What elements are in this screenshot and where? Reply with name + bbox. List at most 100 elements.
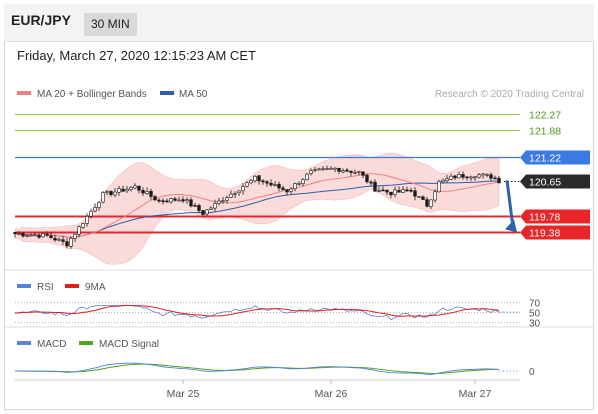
candle-body (289, 188, 293, 192)
candle-body (269, 182, 273, 186)
candle-body (433, 191, 437, 201)
candle-body (385, 189, 389, 193)
x-tick-label: Mar 27 (459, 388, 492, 400)
candle-body (105, 191, 109, 193)
candle-body (205, 209, 209, 215)
candle-body (425, 199, 429, 207)
ma20-legend-swatch (17, 91, 31, 95)
candle-body (233, 193, 237, 195)
candle-body (413, 190, 417, 197)
candle-body (77, 226, 81, 235)
bollinger-band (14, 153, 500, 265)
macd-signal-legend-label: MACD Signal (99, 339, 159, 350)
candle-body (449, 175, 453, 180)
candle-body (97, 202, 101, 208)
candle-body (313, 169, 317, 171)
candle-body (469, 176, 473, 179)
candle-body (401, 189, 405, 193)
candle-body (437, 181, 441, 193)
candle-body (81, 223, 85, 228)
candle-body (305, 173, 309, 181)
ma50-legend-swatch (160, 91, 174, 95)
candle-body (441, 179, 445, 183)
candle-body (445, 178, 449, 182)
rsi-level-label: 30 (529, 319, 541, 330)
candle-body (265, 181, 269, 184)
candle-body (389, 191, 393, 196)
chart-datetime: Friday, March 27, 2020 12:15:23 AM CET (17, 48, 256, 63)
candle-body (225, 197, 229, 201)
x-tick-label: Mar 26 (315, 388, 348, 400)
candle-body (201, 210, 205, 215)
candle-body (325, 168, 329, 170)
candle-body (353, 171, 357, 174)
candle-body (477, 174, 481, 178)
timeframe-button[interactable]: 30 MIN (84, 13, 137, 36)
candle-body (245, 182, 249, 187)
candle-body (257, 175, 261, 182)
instrument-title: EUR/JPY (11, 12, 71, 28)
candle-body (149, 191, 153, 197)
candle-body (461, 174, 465, 178)
candle-body (349, 170, 353, 173)
candle-body (85, 216, 89, 224)
candle-body (361, 171, 365, 176)
rsi-legend-label: RSI (37, 282, 54, 293)
candle-body (285, 189, 289, 193)
candle-body (185, 199, 189, 202)
rsi-level-label: 50 (529, 309, 541, 320)
candle-body (25, 235, 29, 237)
candle-body (429, 199, 433, 207)
ma20-legend-label: MA 20 + Bollinger Bands (37, 89, 147, 100)
candle-body (493, 177, 497, 180)
level-labels: 122.27 121.88 121.22 120.65 119.78 119.38 (520, 110, 590, 240)
candle-body (249, 180, 253, 184)
candle-body (237, 190, 241, 194)
candle-body (261, 180, 265, 183)
candle-body (457, 174, 461, 179)
candle-body (181, 199, 185, 202)
candle-body (345, 169, 349, 172)
candle-body (209, 207, 213, 210)
rsi-ma-legend-swatch (65, 284, 79, 288)
candle-body (417, 196, 421, 198)
rsi-line (14, 305, 500, 321)
candle-body (109, 191, 113, 195)
rsi-ma-line (14, 304, 500, 317)
candle-body (377, 190, 381, 192)
candle-body (337, 167, 341, 172)
macd-signal-legend-swatch (79, 341, 93, 345)
candle-body (129, 187, 133, 190)
pivot-label: 121.22 (529, 153, 561, 165)
candle-body (409, 189, 413, 192)
candle-body (393, 189, 397, 195)
candles (13, 165, 501, 249)
candle-body (137, 185, 141, 191)
rsi-legend-swatch (17, 284, 31, 288)
candle-body (37, 234, 41, 238)
candle-body (53, 238, 57, 241)
candle-body (309, 170, 313, 174)
candle-body (73, 233, 77, 239)
candle-body (69, 238, 73, 247)
support-label: 119.78 (529, 212, 560, 224)
candle-body (17, 233, 21, 235)
candle-body (41, 233, 45, 238)
candle-body (405, 189, 409, 192)
candle-body (101, 192, 105, 203)
candle-body (473, 176, 477, 179)
candle-body (133, 185, 137, 189)
ma20-line (14, 173, 500, 238)
candle-body (169, 198, 173, 203)
candle-body (421, 196, 425, 200)
candle-body (61, 239, 65, 242)
candle-body (369, 181, 373, 184)
macd-signal-line (14, 363, 500, 375)
candle-body (121, 188, 125, 192)
candle-body (141, 190, 145, 194)
candle-body (293, 183, 297, 190)
x-axis: Mar 25 Mar 26 Mar 27 (15, 379, 520, 400)
support-tag (520, 225, 590, 240)
candle-body (485, 174, 489, 176)
macd-indicator: 0 (14, 362, 535, 378)
